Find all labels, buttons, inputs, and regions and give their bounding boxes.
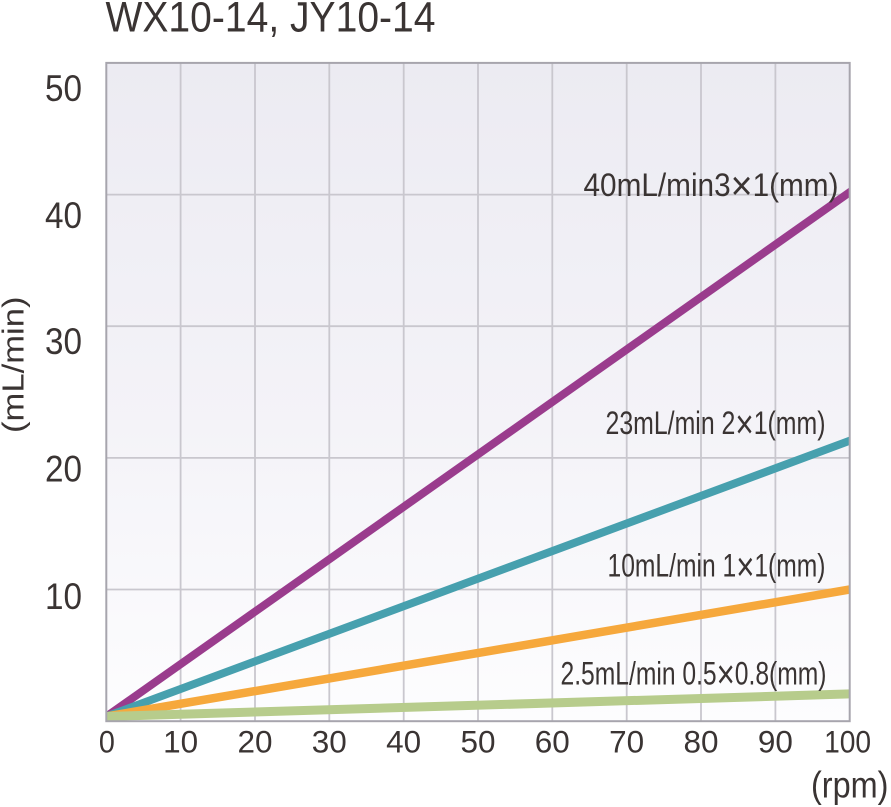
svg-text:40: 40 [45,195,82,236]
svg-text:50: 50 [45,68,82,109]
svg-text:10: 10 [163,725,198,760]
svg-text:(mL/min): (mL/min) [0,297,31,434]
svg-text:30: 30 [45,321,82,362]
svg-text:10mL/min 1×1(mm): 10mL/min 1×1(mm) [608,543,826,589]
svg-text:0: 0 [99,725,115,760]
svg-text:50: 50 [461,725,496,760]
svg-text:10: 10 [45,576,82,617]
svg-text:40: 40 [386,725,421,760]
svg-text:90: 90 [758,725,793,760]
svg-text:23mL/min 2×1(mm): 23mL/min 2×1(mm) [606,401,826,447]
svg-text:20: 20 [238,725,273,760]
svg-text:100: 100 [824,725,871,760]
svg-text:2.5mL/min 0.5×0.8(mm): 2.5mL/min 0.5×0.8(mm) [561,651,827,697]
svg-text:40mL/min3×1(mm): 40mL/min3×1(mm) [584,163,839,209]
svg-text:80: 80 [684,725,719,760]
svg-text:30: 30 [312,725,347,760]
svg-text:70: 70 [609,725,644,760]
svg-text:20: 20 [45,448,82,489]
svg-text:WX10-14, JY10-14: WX10-14, JY10-14 [106,0,436,42]
svg-text:60: 60 [535,725,570,760]
svg-text:(rpm): (rpm) [811,764,889,805]
